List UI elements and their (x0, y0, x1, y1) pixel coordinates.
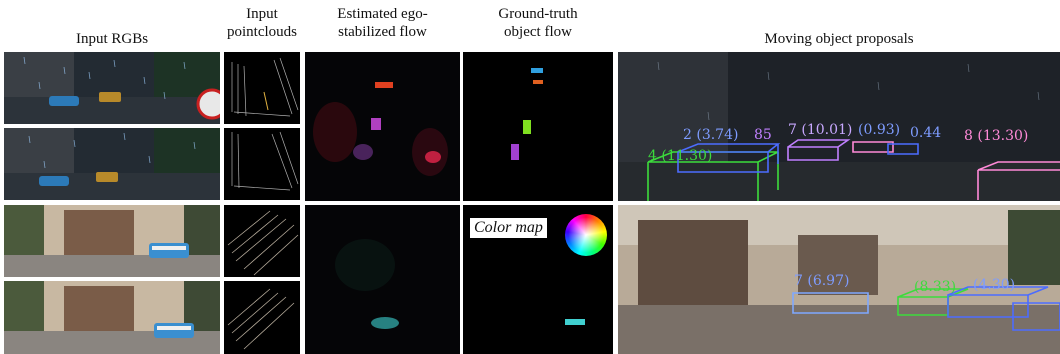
proposal-label: (0.93) (858, 122, 900, 138)
color-map-legend: Color map (470, 214, 608, 256)
car-blue (49, 96, 79, 106)
color-map-label: Color map (470, 218, 547, 238)
proposal-label: 7 (10.01) (788, 122, 852, 138)
proposals-top: 2 (3.74) 85 7 (10.01) (0.93) 0.44 8 (13.… (618, 52, 1060, 201)
proposal-label: (4.30) (973, 277, 1015, 293)
car-yellow (99, 92, 121, 102)
proposal-label: 85 (754, 127, 772, 143)
rgb-frame-2 (4, 128, 220, 200)
estimated-flow-bottom (305, 205, 460, 354)
rgb-frame-4 (4, 281, 220, 354)
header-estimated-flow: Estimated ego- stabilized flow (337, 6, 428, 40)
header-input-pointclouds: Input pointclouds (227, 6, 297, 40)
header-moving-object-proposals: Moving object proposals (764, 31, 914, 47)
proposal-label: 2 (3.74) (683, 127, 738, 143)
pointcloud-frame-4 (224, 281, 300, 354)
ground-truth-flow-top (463, 52, 613, 201)
rgb-frame-1 (4, 52, 220, 124)
pointcloud-frame-3 (224, 205, 300, 277)
car-blue (39, 176, 69, 186)
proposal-label: 7 (6.97) (794, 273, 849, 289)
proposal-label: 4 (11.30) (648, 148, 712, 164)
proposal-label: 8 (13.30) (964, 128, 1028, 144)
pointcloud-frame-1 (224, 52, 300, 124)
van-blue (154, 323, 194, 338)
speed-sign-icon (196, 88, 220, 120)
van-blue (149, 243, 189, 258)
proposal-label: 0.44 (910, 125, 941, 141)
car-yellow (96, 172, 118, 182)
header-input-rgbs: Input RGBs (75, 31, 149, 47)
header-ground-truth-flow: Ground-truth object flow (498, 6, 578, 40)
pointcloud-frame-2 (224, 128, 300, 200)
color-wheel-icon (565, 214, 607, 256)
proposal-label: (8.33) (914, 279, 956, 295)
proposals-bottom: 7 (6.97) (8.33) (4.30) (618, 205, 1060, 354)
rgb-frame-3 (4, 205, 220, 277)
estimated-flow-top (305, 52, 460, 201)
